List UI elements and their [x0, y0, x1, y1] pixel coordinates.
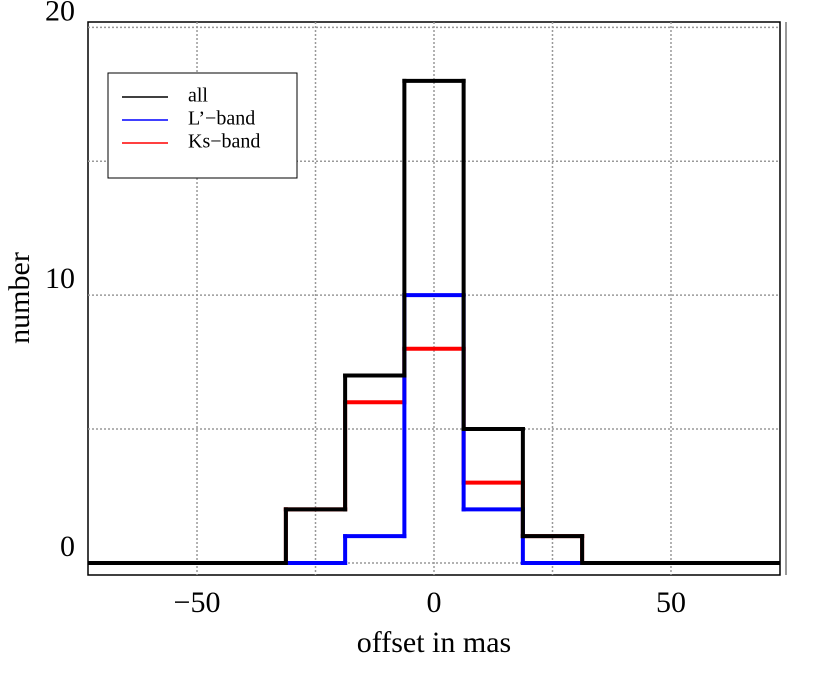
- y-tick-label: 10: [45, 262, 75, 295]
- y-axis-label: number: [3, 252, 36, 344]
- series: [88, 78, 780, 565]
- legend-label: all: [188, 85, 208, 107]
- histogram: [88, 78, 780, 565]
- grid: [88, 22, 780, 575]
- y-tick-label: 20: [45, 0, 75, 27]
- x-tick-label: 50: [656, 586, 686, 619]
- legend-label: Ks−band: [188, 131, 260, 153]
- legend-box: [107, 72, 298, 179]
- x-tick-label: −50: [174, 586, 221, 619]
- y-tick-label: 0: [60, 530, 75, 563]
- x-tick-label: 0: [427, 586, 442, 619]
- legend-label: L’−band: [188, 108, 255, 130]
- x-axis-label: offset in mas: [357, 626, 511, 659]
